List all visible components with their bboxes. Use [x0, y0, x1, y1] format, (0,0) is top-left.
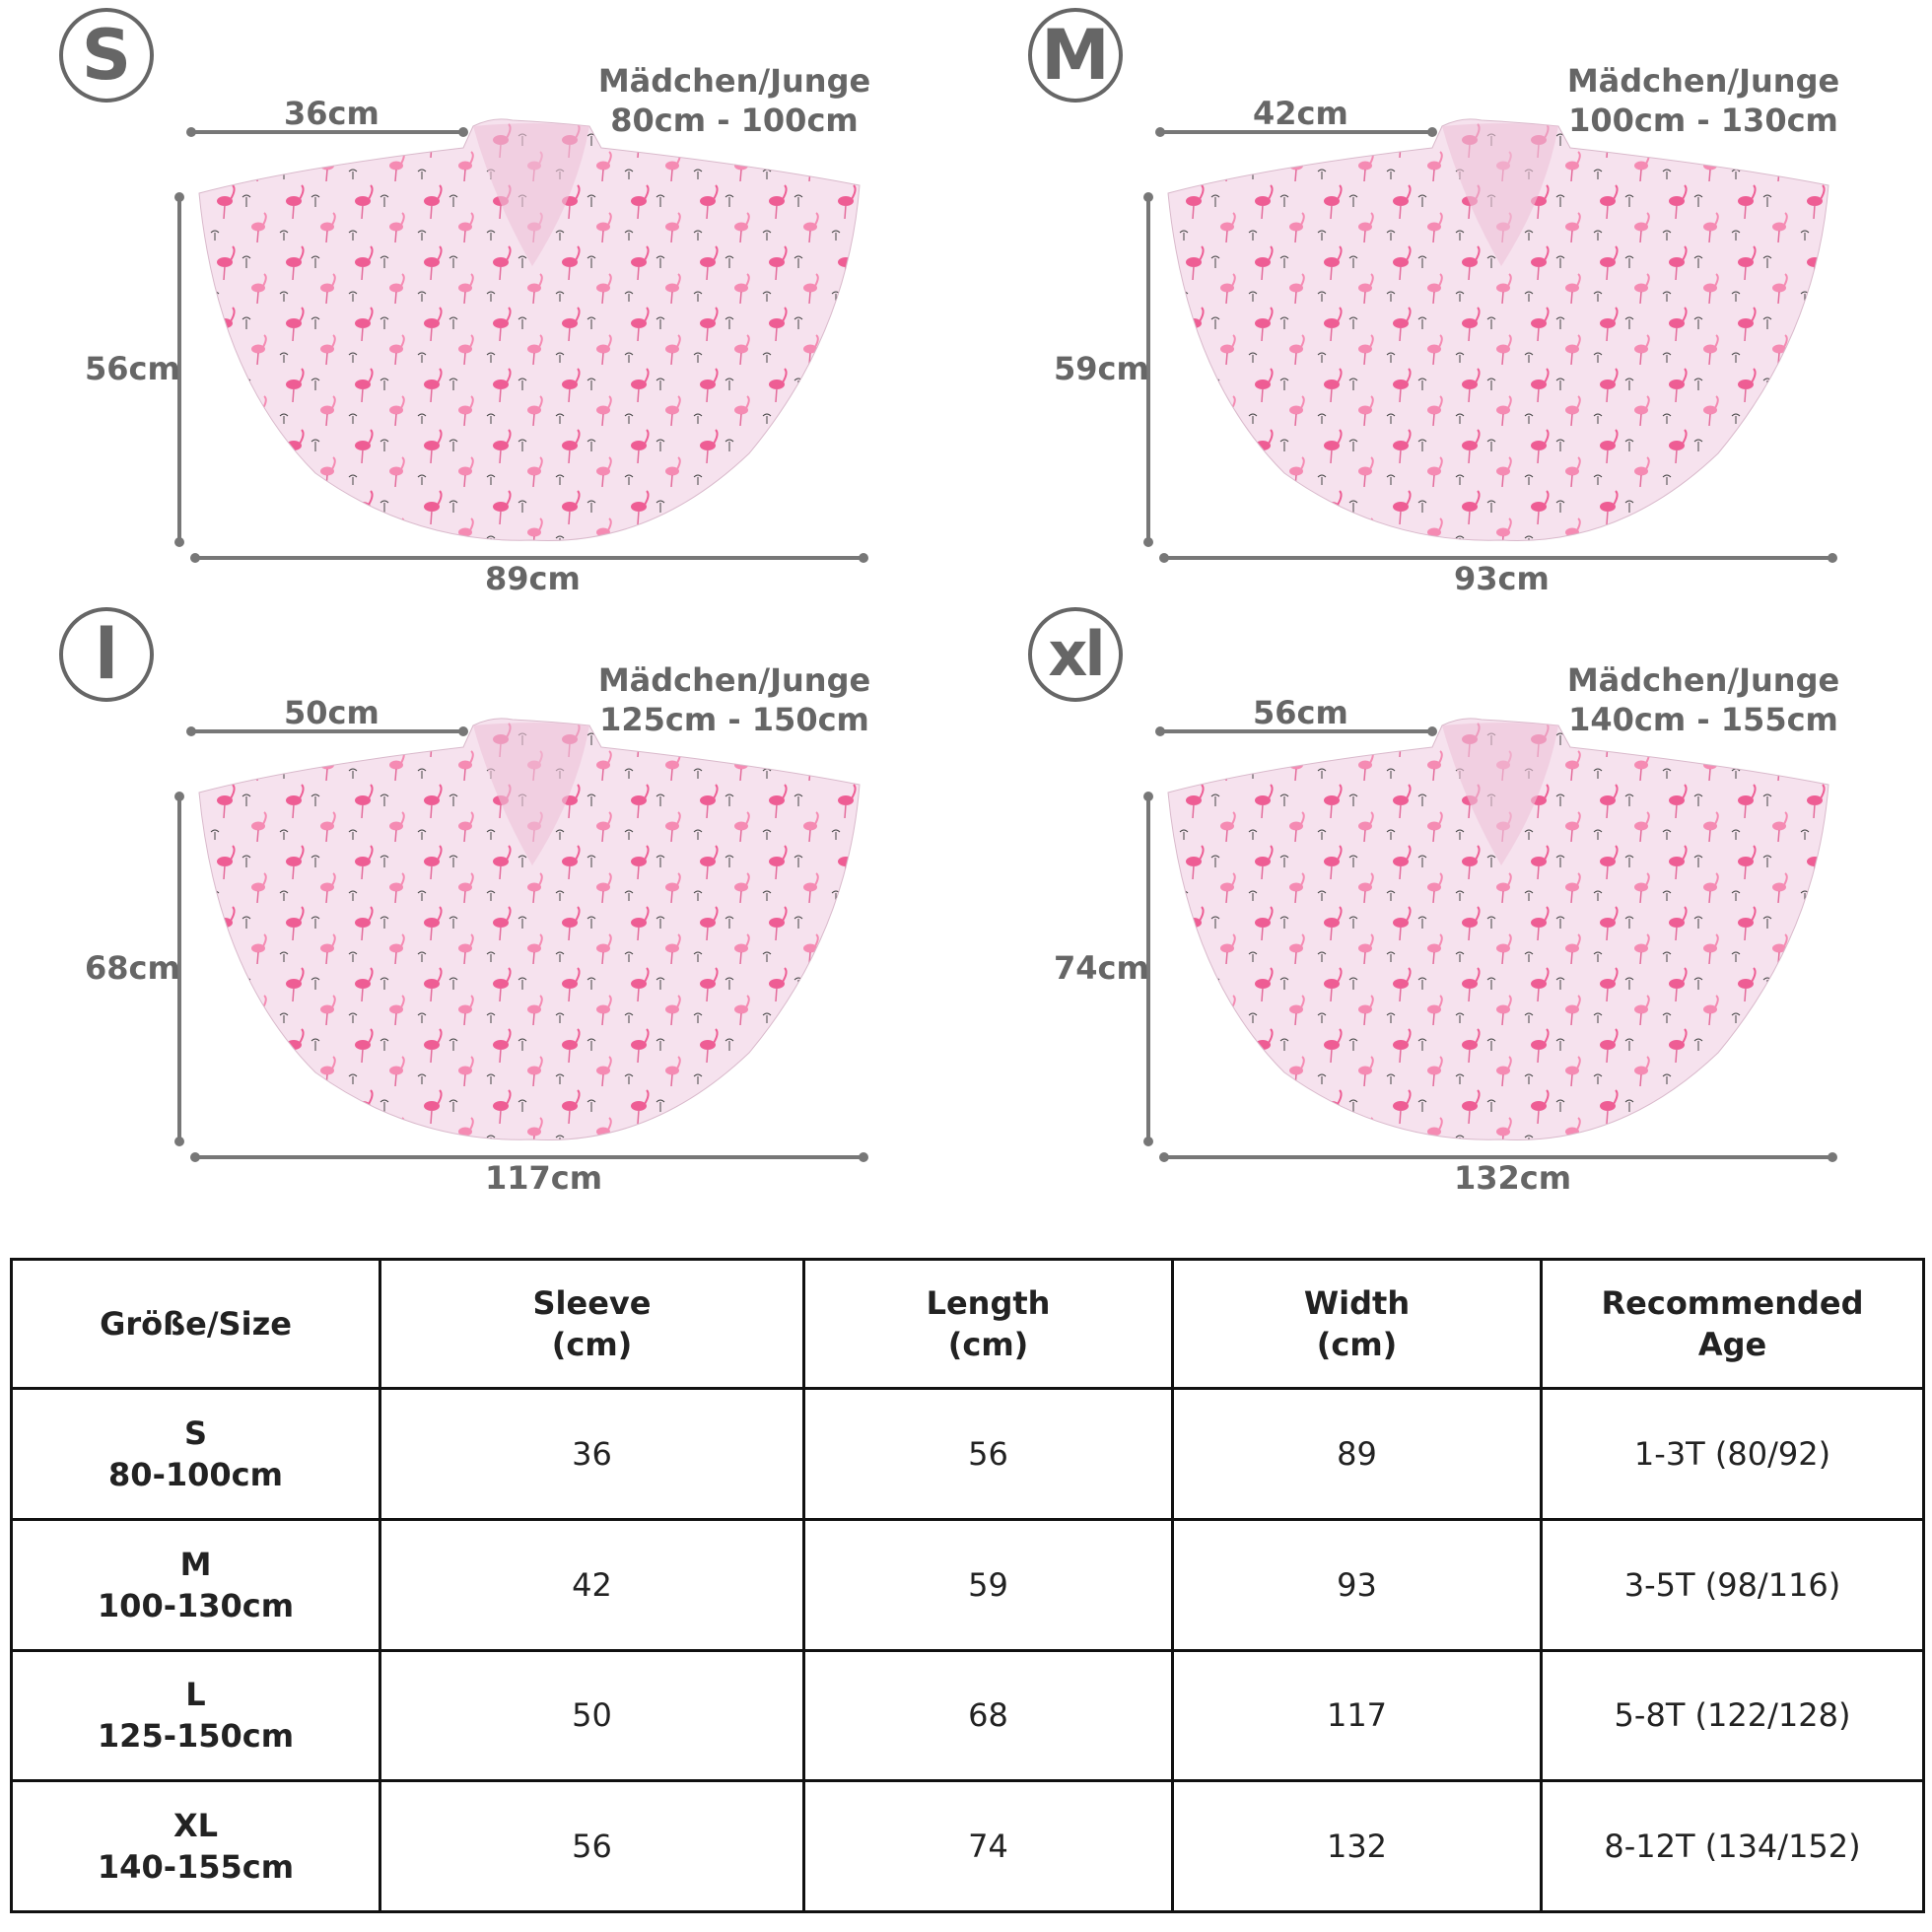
size-badge: l [59, 607, 154, 702]
sleeve-cell: 50 [379, 1648, 805, 1783]
gender-text: Mädchen/Junge [597, 62, 871, 100]
size-panel-s: S Mädchen/Junge 80cm - 100cm 36cm 56cm 8… [0, 0, 966, 601]
length-cell: 59 [802, 1517, 1174, 1652]
sleeve-cell: 36 [379, 1387, 805, 1521]
length-cell: 68 [802, 1648, 1174, 1783]
size-panel-l: l Mädchen/Junge 125cm - 150cm 50cm 68cm … [0, 599, 966, 1201]
header-unit: Age [1697, 1326, 1767, 1363]
header-text: Größe/Size [100, 1305, 292, 1343]
header-text: Sleeve [532, 1284, 652, 1322]
header-text: Width [1303, 1284, 1411, 1322]
header-age: Recommended Age [1540, 1258, 1925, 1390]
sleeve-cell: 56 [379, 1779, 805, 1913]
age-cell: 8-12T (134/152) [1540, 1779, 1925, 1913]
sleeve-cell: 42 [379, 1517, 805, 1652]
sleeve-measure: 56cm [1253, 694, 1348, 731]
width-cell: 117 [1171, 1648, 1543, 1783]
size-cell: L 125-150cm [10, 1648, 381, 1783]
size-cell: S 80-100cm [10, 1387, 381, 1521]
size-table: Größe/Size Sleeve (cm) Length (cm) Width (c… [10, 1258, 1925, 1913]
size-range: 100-130cm [97, 1586, 295, 1624]
height-range: 140cm - 155cm [1568, 701, 1838, 738]
age-cell: 3-5T (98/116) [1540, 1517, 1925, 1652]
height-range: 100cm - 130cm [1568, 102, 1838, 139]
length-measure: 74cm [1054, 949, 1149, 987]
header-unit: (cm) [1316, 1326, 1398, 1363]
header-sleeve: Sleeve (cm) [379, 1258, 805, 1390]
size-panel-m: M Mädchen/Junge 100cm - 130cm 42cm 59cm … [969, 0, 1932, 601]
length-cell: 56 [802, 1387, 1174, 1521]
size-badge: M [1028, 8, 1123, 103]
size-badge: S [59, 8, 154, 103]
sleeve-measure: 50cm [284, 694, 380, 731]
sleeve-measure: 36cm [284, 95, 380, 132]
size-label: XL [172, 1807, 219, 1845]
width-measure: 132cm [1454, 1159, 1572, 1197]
header-text: Length [926, 1284, 1051, 1322]
table-row: L 125-150cm 50 68 117 5-8T (122/128) [10, 1648, 1925, 1783]
size-badge: xl [1028, 607, 1123, 702]
age-cell: 1-3T (80/92) [1540, 1387, 1925, 1521]
age-cell: 5-8T (122/128) [1540, 1648, 1925, 1783]
header-text: Recommended [1601, 1284, 1864, 1322]
width-measure: 117cm [485, 1159, 603, 1197]
gender-label: Mädchen/Junge 140cm - 155cm [1541, 660, 1866, 739]
width-cell: 89 [1171, 1387, 1543, 1521]
width-cell: 93 [1171, 1517, 1543, 1652]
size-cell: XL 140-155cm [10, 1779, 381, 1913]
width-measure: 93cm [1454, 560, 1550, 597]
header-unit: (cm) [551, 1326, 633, 1363]
size-label: L [185, 1676, 206, 1714]
size-panel-xl: xl Mädchen/Junge 140cm - 155cm 56cm 74cm… [969, 599, 1932, 1201]
size-range: 140-155cm [97, 1848, 295, 1887]
size-range: 80-100cm [108, 1455, 283, 1493]
width-cell: 132 [1171, 1779, 1543, 1913]
size-cell: M 100-130cm [10, 1517, 381, 1652]
header-length: Length (cm) [802, 1258, 1174, 1390]
size-label: S [183, 1414, 208, 1452]
size-range: 125-150cm [97, 1717, 295, 1756]
gender-label: Mädchen/Junge 100cm - 130cm [1541, 61, 1866, 140]
length-measure: 59cm [1054, 350, 1149, 387]
gender-label: Mädchen/Junge 125cm - 150cm [572, 660, 897, 739]
height-range: 125cm - 150cm [599, 701, 869, 738]
gender-text: Mädchen/Junge [1566, 62, 1840, 100]
gender-text: Mädchen/Junge [597, 661, 871, 699]
length-measure: 56cm [85, 350, 180, 387]
gender-label: Mädchen/Junge 80cm - 100cm [572, 61, 897, 140]
table-row: XL 140-155cm 56 74 132 8-12T (134/152) [10, 1779, 1925, 1913]
header-unit: (cm) [947, 1326, 1029, 1363]
length-cell: 74 [802, 1779, 1174, 1913]
width-measure: 89cm [485, 560, 581, 597]
height-range: 80cm - 100cm [610, 102, 859, 139]
sleeve-measure: 42cm [1253, 95, 1348, 132]
table-row: S 80-100cm 36 56 89 1-3T (80/92) [10, 1387, 1925, 1521]
table-header-row: Größe/Size Sleeve (cm) Length (cm) Width (c… [10, 1258, 1925, 1390]
length-measure: 68cm [85, 949, 180, 987]
header-width: Width (cm) [1171, 1258, 1543, 1390]
gender-text: Mädchen/Junge [1566, 661, 1840, 699]
header-size: Größe/Size [10, 1258, 381, 1390]
table-row: M 100-130cm 42 59 93 3-5T (98/116) [10, 1517, 1925, 1652]
size-label: M [179, 1545, 212, 1583]
